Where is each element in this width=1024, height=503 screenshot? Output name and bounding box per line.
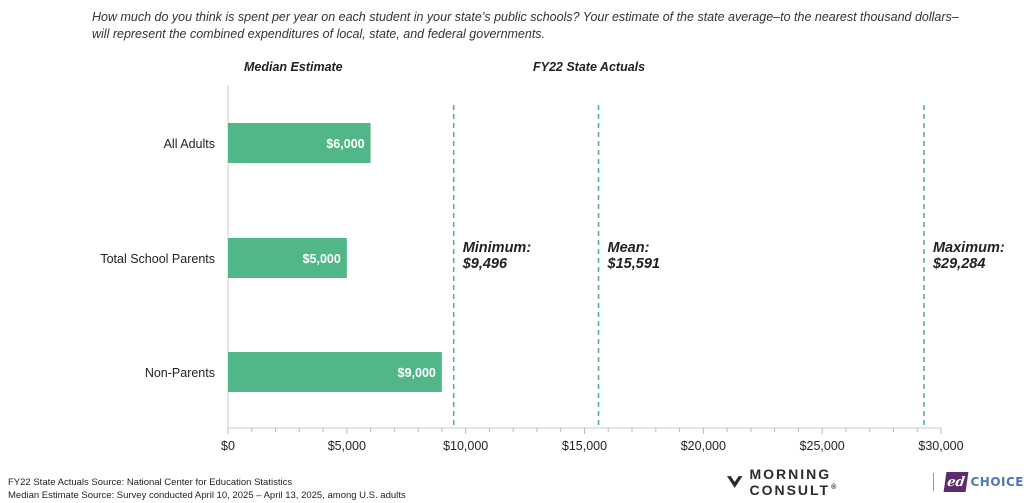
bar [228,238,347,278]
bar-value-label: $9,000 [398,366,436,380]
median-estimate-header: Median Estimate [244,60,343,74]
category-label: All Adults [164,137,215,151]
question-text: How much do you think is spent per year … [92,10,959,41]
x-tick-label: $0 [221,439,235,453]
state-actuals-header: FY22 State Actuals [533,60,646,74]
x-tick-label: $5,000 [328,439,366,453]
category-label: Total School Parents [100,252,215,266]
x-tick-label: $10,000 [443,439,488,453]
x-tick-label: $25,000 [800,439,845,453]
logo-divider [932,473,934,491]
x-tick-label: $30,000 [918,439,963,453]
morning-consult-logo-text: MORNING CONSULT® [749,466,839,498]
edchoice-logo: ed CHOICE [944,472,1024,492]
reference-value: $15,591 [607,256,660,272]
reference-value: $9,496 [462,256,508,272]
reference-label: Maximum: [933,240,1005,256]
category-label: Non-Parents [145,366,215,380]
bar [228,352,442,392]
x-tick-label: $20,000 [681,439,726,453]
logo-bar: MORNING CONSULT® ed CHOICE [726,466,1024,498]
x-tick-label: $15,000 [562,439,607,453]
reference-value: $29,284 [932,256,985,272]
bar-value-label: $5,000 [303,252,341,266]
edchoice-logo-text: CHOICE [970,475,1024,489]
source-notes: FY22 State Actuals Source: National Cent… [8,476,406,502]
source-line-median: Median Estimate Source: Survey conducted… [8,490,406,501]
source-line-actuals: FY22 State Actuals Source: National Cent… [8,477,293,488]
bar-value-label: $6,000 [326,137,364,151]
reference-label: Mean: [608,240,650,256]
morning-consult-logo-icon [726,476,743,488]
edchoice-mark-icon: ed [944,472,969,492]
reference-label: Minimum: [463,240,532,256]
bar [228,123,371,163]
